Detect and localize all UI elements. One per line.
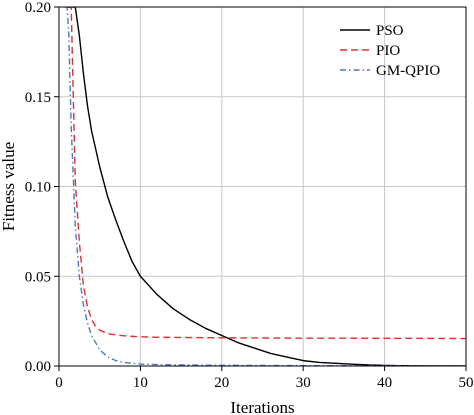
y-tick-label: 0.15 [25, 90, 51, 106]
legend-label: GM-QPIO [376, 63, 440, 79]
y-axis-label: Fitness value [0, 142, 18, 231]
x-tick-label: 10 [133, 375, 148, 391]
x-tick-label: 30 [296, 375, 311, 391]
legend-label: PIO [376, 43, 400, 59]
x-tick-label: 20 [214, 375, 229, 391]
x-tick-label: 50 [459, 375, 474, 391]
x-tick-label: 0 [55, 375, 63, 391]
legend: PSO PIO GM-QPIO [340, 23, 440, 79]
legend-label: PSO [376, 23, 404, 39]
y-tick-label: 0.05 [25, 269, 51, 285]
y-tick-label: 0.20 [25, 0, 51, 16]
x-tick-label: 40 [377, 375, 392, 391]
grid [59, 7, 466, 366]
x-axis-label: Iterations [230, 398, 294, 415]
y-tick-label: 0.10 [25, 180, 51, 196]
series-line-pio [67, 7, 466, 339]
y-tick-label: 0.00 [25, 359, 51, 375]
axis-ticks: 0 10 20 30 40 50 0.00 0.05 0.10 0.15 0.20 [25, 0, 474, 391]
